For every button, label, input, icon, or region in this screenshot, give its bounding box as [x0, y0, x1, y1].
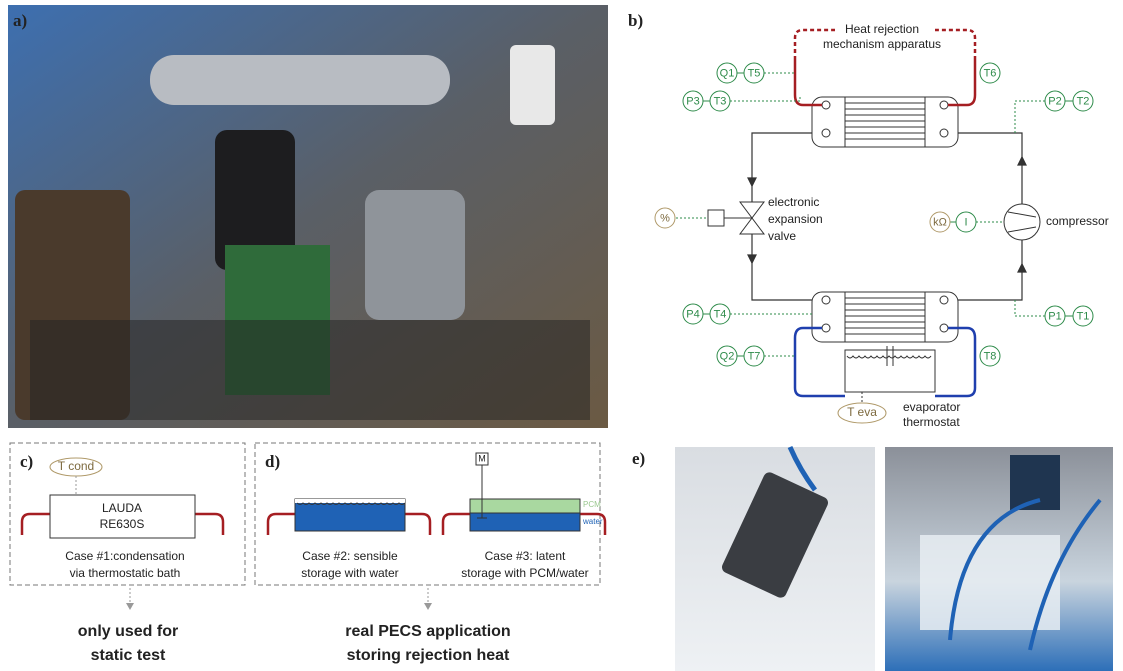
compressor: [1004, 204, 1040, 240]
device-label: RE630S: [100, 517, 145, 531]
sensor-label: T3: [714, 95, 727, 107]
sensor-label: T6: [984, 67, 997, 79]
sensor-label: P4: [686, 308, 699, 320]
expansion-valve: [708, 202, 764, 234]
arrow-head: [424, 603, 432, 610]
sensor-label: T5: [748, 67, 761, 79]
sensor-label: T cond: [58, 459, 94, 473]
evaporator-label: evaporator: [903, 400, 960, 414]
panel-label: a): [13, 11, 27, 30]
photo-tank: [885, 447, 1113, 671]
pcm-label: PCM: [583, 500, 601, 509]
caption: storage with PCM/water: [461, 566, 588, 580]
sensor-label: kΩ: [933, 216, 947, 228]
caption: storage with water: [301, 566, 398, 580]
panel-label: d): [265, 452, 280, 471]
arrow-head: [126, 603, 134, 610]
sensor-label: T4: [714, 308, 727, 320]
photo-setup: [8, 5, 608, 428]
sensor-label: P2: [1048, 95, 1061, 107]
note: storing rejection heat: [347, 647, 510, 664]
panel-label: c): [20, 452, 33, 471]
sensor-label: P3: [686, 95, 699, 107]
note: only used for: [78, 623, 178, 640]
sensor-label: T8: [984, 350, 997, 362]
tank-headspace: [295, 499, 405, 503]
pcm-layer: [470, 499, 580, 513]
figure: a) b): [0, 0, 1123, 671]
sensor-label: %: [660, 212, 670, 224]
evaporator-label: thermostat: [903, 415, 960, 429]
sensor-label: P1: [1048, 310, 1061, 322]
device-label: LAUDA: [102, 501, 142, 515]
valve-label: electronic: [768, 195, 819, 209]
label-line: mechanism apparatus: [823, 37, 941, 51]
thermostat-bath: [845, 346, 935, 403]
photo-ice: [675, 447, 875, 671]
note: static test: [91, 647, 166, 664]
sensor-label: Q1: [720, 67, 735, 79]
sensor-label: T2: [1077, 95, 1090, 107]
panel-label: b): [628, 11, 643, 30]
caption: Case #3: latent: [485, 549, 566, 563]
label-line: Heat rejection: [845, 22, 919, 36]
condenser: [812, 97, 958, 147]
panel-label: e): [632, 449, 645, 468]
valve-label: expansion: [768, 212, 823, 226]
sensor-label: T eva: [847, 405, 877, 419]
sensor-label: T7: [748, 350, 761, 362]
water-label: water: [582, 517, 603, 526]
compressor-label: compressor: [1046, 214, 1109, 228]
note: real PECS application: [345, 623, 510, 640]
heat-rejection-label: Heat rejection mechanism apparatus: [823, 22, 941, 51]
valve-label: valve: [768, 229, 796, 243]
caption: via thermostatic bath: [70, 566, 181, 580]
sensor-label: Q2: [720, 350, 735, 362]
water-layer: [470, 513, 580, 531]
sensor-label: I: [964, 216, 967, 228]
evaporator: [812, 292, 958, 342]
caption: Case #2: sensible: [302, 549, 398, 563]
motor-label: M: [478, 453, 486, 463]
sensor-label: T1: [1077, 310, 1090, 322]
caption: Case #1:condensation: [65, 549, 184, 563]
